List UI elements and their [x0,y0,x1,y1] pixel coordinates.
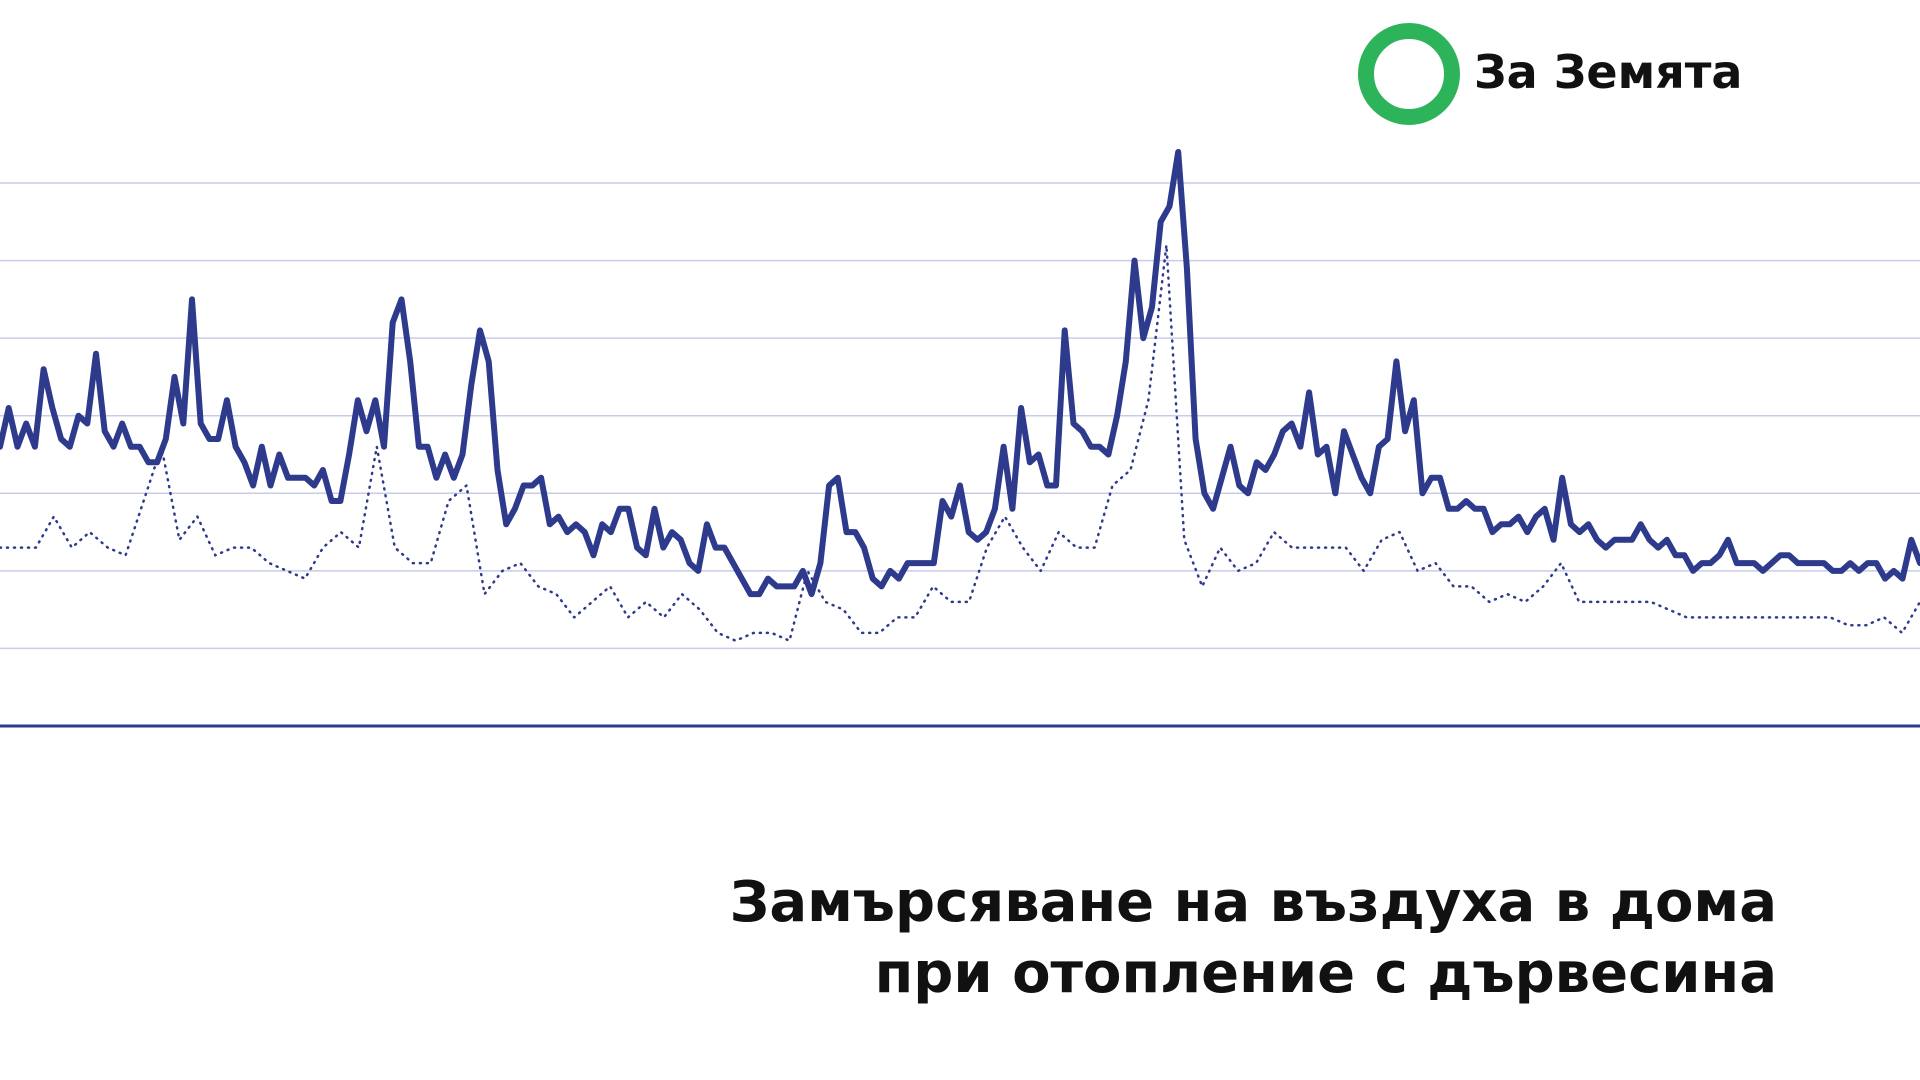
grid [0,182,1920,728]
brand-name: За Земята [1474,45,1742,99]
dotted-line [0,243,1920,642]
plot [0,149,1920,642]
logo-mark [1358,23,1460,125]
chart-title: Замърсяване на въздуха в дома [730,870,1777,935]
chart-title: при отопление с дървесина [875,941,1777,1006]
data-line [0,149,1920,598]
